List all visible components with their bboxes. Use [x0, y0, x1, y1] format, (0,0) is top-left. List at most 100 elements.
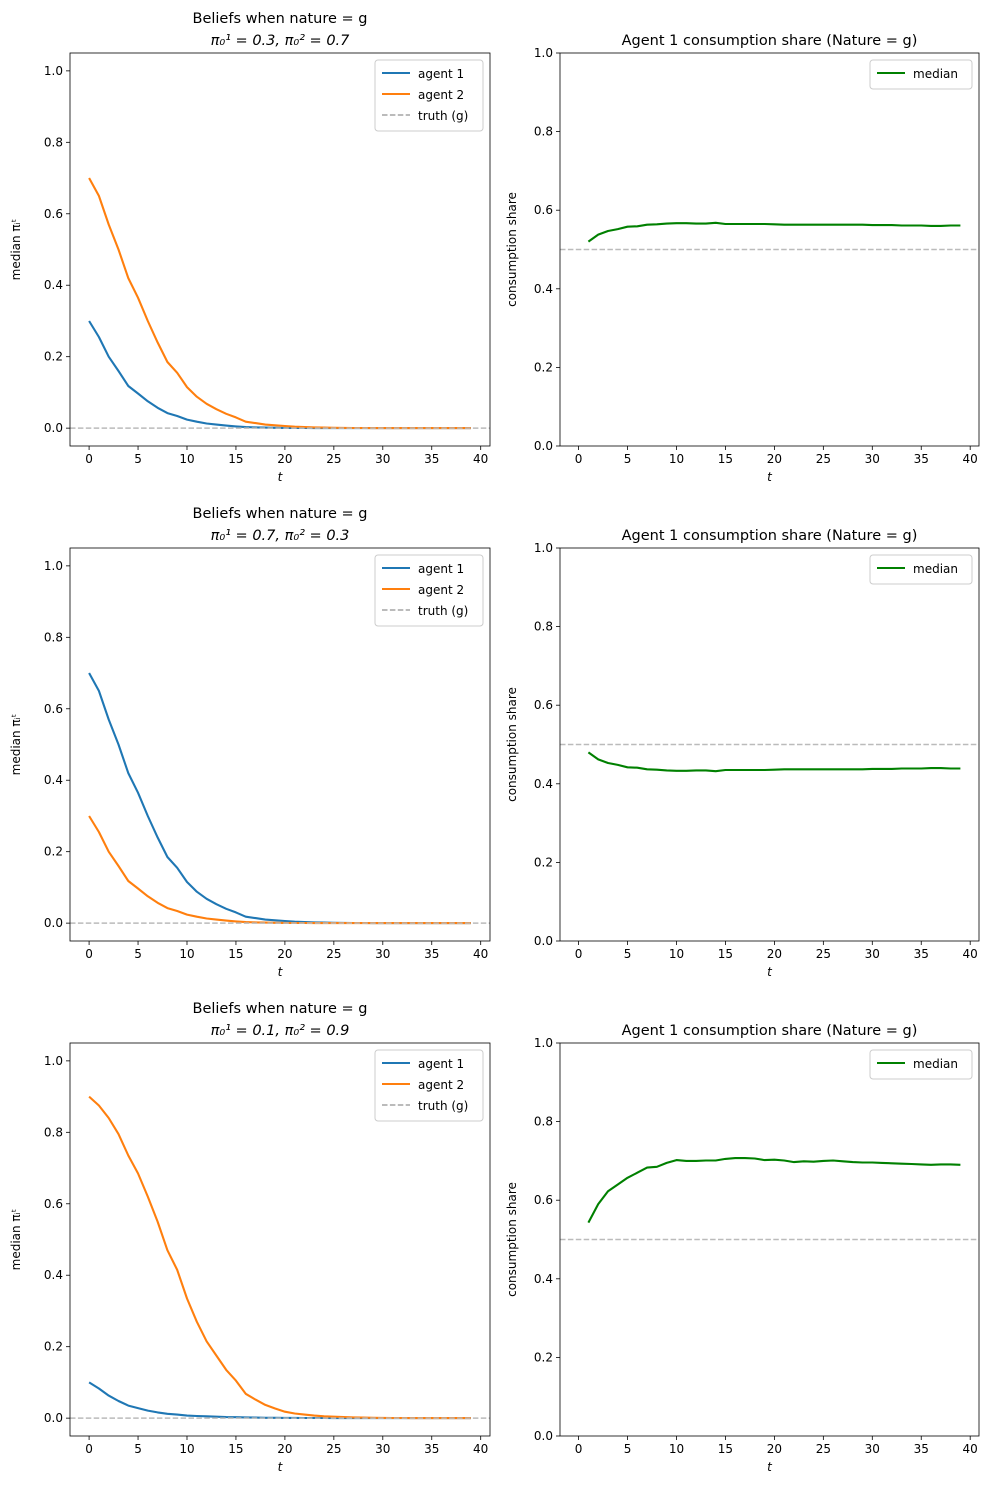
- legend-frame: [869, 554, 973, 585]
- x-tick-label: 40: [963, 452, 978, 466]
- axes-frame: [559, 547, 980, 942]
- x-tick-label: 0: [85, 1442, 93, 1456]
- x-tick-label: 5: [624, 452, 632, 466]
- x-axis-label: t: [767, 965, 773, 979]
- subplot-consumption-share: 0 5 10 15 20 25 30 35 40 0.0 0.2 0.4 0.6 0.8 1.0 Agent …: [505, 1023, 980, 1474]
- series-line-agent-1: [88, 1381, 471, 1420]
- x-tick-label: 15: [228, 452, 243, 466]
- x-tick-label: 10: [179, 452, 194, 466]
- y-tick-label: 0.2: [44, 350, 63, 364]
- chart-subtitle: π₀¹ = 0.3, π₀² = 0.7: [211, 33, 351, 49]
- x-axis-label: t: [767, 470, 773, 484]
- y-tick-label: 0.2: [44, 1340, 63, 1354]
- x-tick-label: 35: [914, 452, 929, 466]
- x-tick-label: 30: [375, 1442, 390, 1456]
- x-tick-label: 0: [85, 452, 93, 466]
- x-tick-label: 40: [473, 1442, 488, 1456]
- y-tick-label: 0.8: [44, 630, 63, 644]
- x-tick-label: 5: [134, 1442, 142, 1456]
- x-tick-label: 5: [134, 452, 142, 466]
- x-tick-label: 5: [134, 947, 142, 961]
- y-tick-label: 0.8: [44, 135, 63, 149]
- x-tick-label: 10: [179, 1442, 194, 1456]
- y-tick-label: 0.4: [534, 777, 553, 791]
- x-tick-label: 0: [575, 947, 583, 961]
- y-axis-label: median πᵢᵗ: [9, 714, 23, 776]
- y-tick-label: 0.0: [534, 934, 553, 948]
- x-tick-label: 20: [767, 1442, 782, 1456]
- x-tick-label: 15: [718, 452, 733, 466]
- series-line-agent-1: [88, 320, 471, 430]
- y-tick-label: 1.0: [44, 559, 63, 573]
- x-tick-label: 25: [816, 452, 831, 466]
- chart-subtitle: π₀¹ = 0.7, π₀² = 0.3: [211, 528, 350, 544]
- chart-title: Agent 1 consumption share (Nature = g): [622, 1023, 918, 1039]
- x-tick-label: 40: [963, 1442, 978, 1456]
- x-tick-label: 10: [179, 947, 194, 961]
- series-line-median: [587, 1157, 961, 1224]
- x-tick-label: 35: [914, 1442, 929, 1456]
- x-tick-label: 35: [914, 947, 929, 961]
- x-tick-label: 0: [575, 452, 583, 466]
- subplot-beliefs: 0 5 10 15 20 25 30 35 40 0.0 0.2 0.4 0.6 0.8 1.0 Belief…: [9, 11, 491, 484]
- legend-label: agent 2: [418, 583, 464, 597]
- x-tick-label: 10: [669, 1442, 684, 1456]
- subplot-consumption-share: 0 5 10 15 20 25 30 35 40 0.0 0.2 0.4 0.6 0.8 1.0 Agent …: [505, 528, 980, 979]
- legend: median: [869, 554, 973, 585]
- legend-label: agent 1: [418, 562, 464, 576]
- y-tick-label: 0.4: [44, 773, 63, 787]
- legend: agent 1 agent 2 truth (g): [374, 1049, 484, 1122]
- axes-frame: [69, 547, 491, 942]
- y-tick-label: 0.8: [534, 125, 553, 139]
- axes-frame: [559, 1042, 980, 1437]
- series-line-agent-2: [88, 815, 471, 925]
- y-tick-label: 0.0: [44, 916, 63, 930]
- series-line-median: [587, 221, 961, 243]
- legend-frame: [374, 554, 484, 627]
- x-tick-label: 15: [228, 1442, 243, 1456]
- legend-label: agent 1: [418, 67, 464, 81]
- y-tick-label: 0.2: [534, 360, 553, 374]
- x-tick-label: 40: [963, 947, 978, 961]
- y-tick-label: 0.6: [534, 1193, 553, 1207]
- y-tick-label: 1.0: [534, 46, 553, 60]
- x-tick-label: 40: [473, 452, 488, 466]
- x-tick-label: 20: [767, 452, 782, 466]
- x-tick-label: 30: [865, 452, 880, 466]
- y-tick-label: 0.8: [534, 1115, 553, 1129]
- legend: median: [869, 1049, 973, 1080]
- y-tick-label: 0.4: [534, 1272, 553, 1286]
- axes-frame: [69, 1042, 491, 1437]
- x-tick-label: 5: [624, 947, 632, 961]
- x-tick-label: 0: [85, 947, 93, 961]
- x-tick-label: 0: [575, 1442, 583, 1456]
- legend: agent 1 agent 2 truth (g): [374, 59, 484, 132]
- subplot-beliefs: 0 5 10 15 20 25 30 35 40 0.0 0.2 0.4 0.6 0.8 1.0 Belief…: [9, 1001, 491, 1474]
- legend-label: median: [913, 1057, 958, 1071]
- chart-title: Agent 1 consumption share (Nature = g): [622, 33, 918, 49]
- subplot-consumption-share: 0 5 10 15 20 25 30 35 40 0.0 0.2 0.4 0.6 0.8 1.0 Agent …: [505, 33, 980, 484]
- x-tick-label: 30: [375, 452, 390, 466]
- x-tick-label: 20: [277, 947, 292, 961]
- plot-area: [560, 221, 979, 251]
- series-line-median: [587, 751, 961, 773]
- plot-area: [70, 177, 490, 430]
- x-tick-label: 25: [816, 1442, 831, 1456]
- subplot-beliefs: 0 5 10 15 20 25 30 35 40 0.0 0.2 0.4 0.6 0.8 1.0 Belief…: [9, 506, 491, 979]
- x-tick-label: 25: [816, 947, 831, 961]
- y-tick-label: 0.6: [44, 1197, 63, 1211]
- y-tick-label: 0.0: [534, 439, 553, 453]
- legend-label: median: [913, 562, 958, 576]
- y-tick-label: 1.0: [44, 1054, 63, 1068]
- x-tick-label: 25: [326, 1442, 341, 1456]
- y-tick-label: 1.0: [534, 1036, 553, 1050]
- y-tick-label: 0.8: [534, 620, 553, 634]
- chart-title: Beliefs when nature = g: [193, 1001, 368, 1017]
- x-tick-label: 30: [865, 947, 880, 961]
- y-axis-label: median πᵢᵗ: [9, 219, 23, 281]
- x-tick-label: 15: [228, 947, 243, 961]
- legend-label: agent 2: [418, 88, 464, 102]
- x-tick-label: 35: [424, 947, 439, 961]
- series-line-agent-2: [88, 177, 471, 430]
